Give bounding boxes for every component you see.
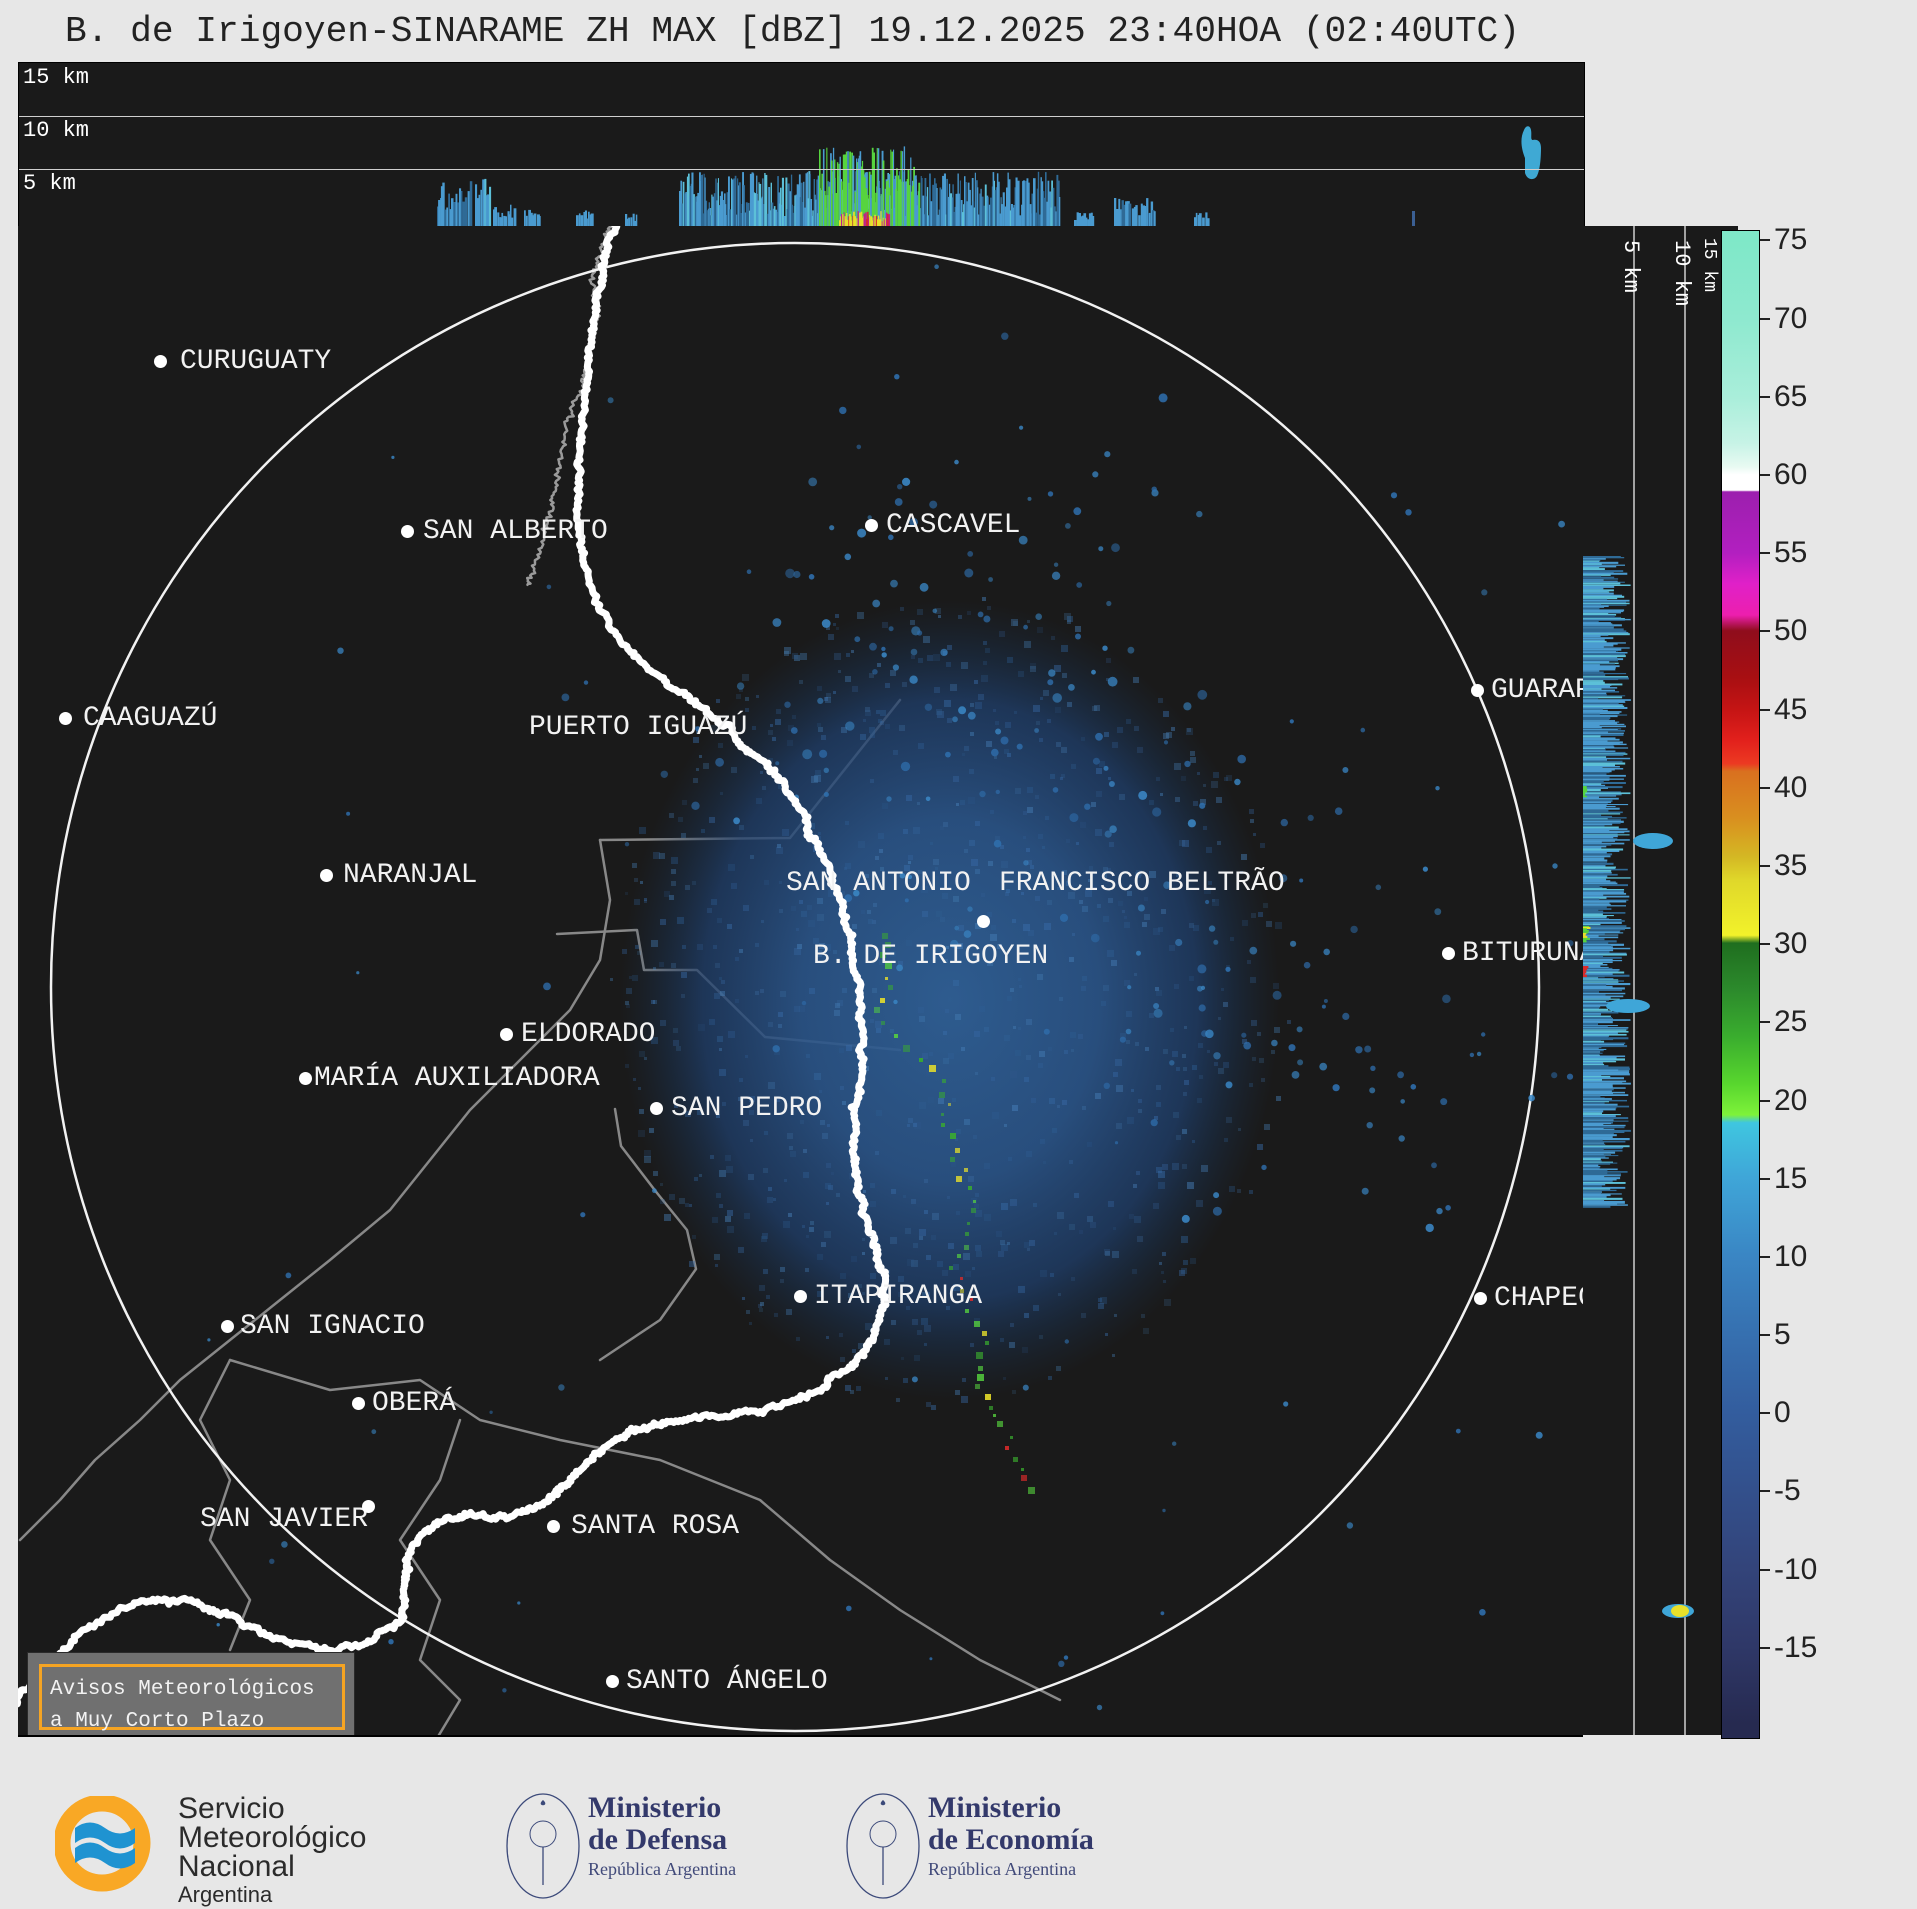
svg-text:5 km: 5 km bbox=[1618, 240, 1643, 293]
svg-text:10 km: 10 km bbox=[1669, 240, 1694, 306]
svg-text:15 km: 15 km bbox=[1699, 238, 1719, 292]
